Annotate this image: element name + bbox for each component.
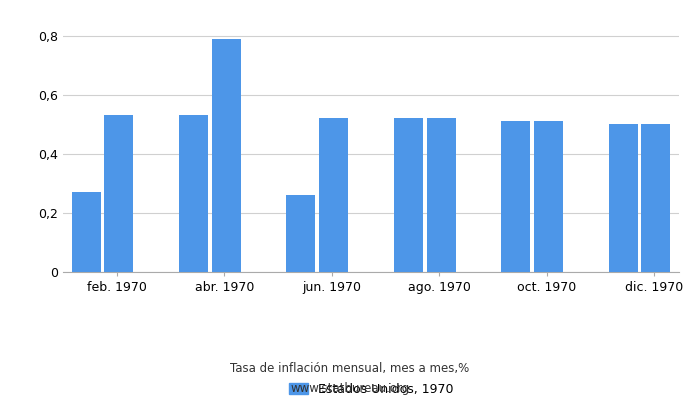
Bar	[104, 116, 134, 272]
Bar	[71, 192, 101, 272]
Bar	[641, 124, 671, 272]
Text: Tasa de inflación mensual, mes a mes,%: Tasa de inflación mensual, mes a mes,%	[230, 362, 470, 375]
Text: www.statbureau.org: www.statbureau.org	[290, 382, 410, 395]
Bar	[212, 38, 241, 272]
Bar	[319, 118, 348, 272]
Bar	[608, 124, 638, 272]
Bar	[426, 118, 456, 272]
Legend: Estados Unidos, 1970: Estados Unidos, 1970	[284, 378, 458, 400]
Bar	[179, 116, 208, 272]
Bar	[286, 195, 316, 272]
Bar	[394, 118, 423, 272]
Bar	[534, 121, 563, 272]
Bar	[501, 121, 530, 272]
